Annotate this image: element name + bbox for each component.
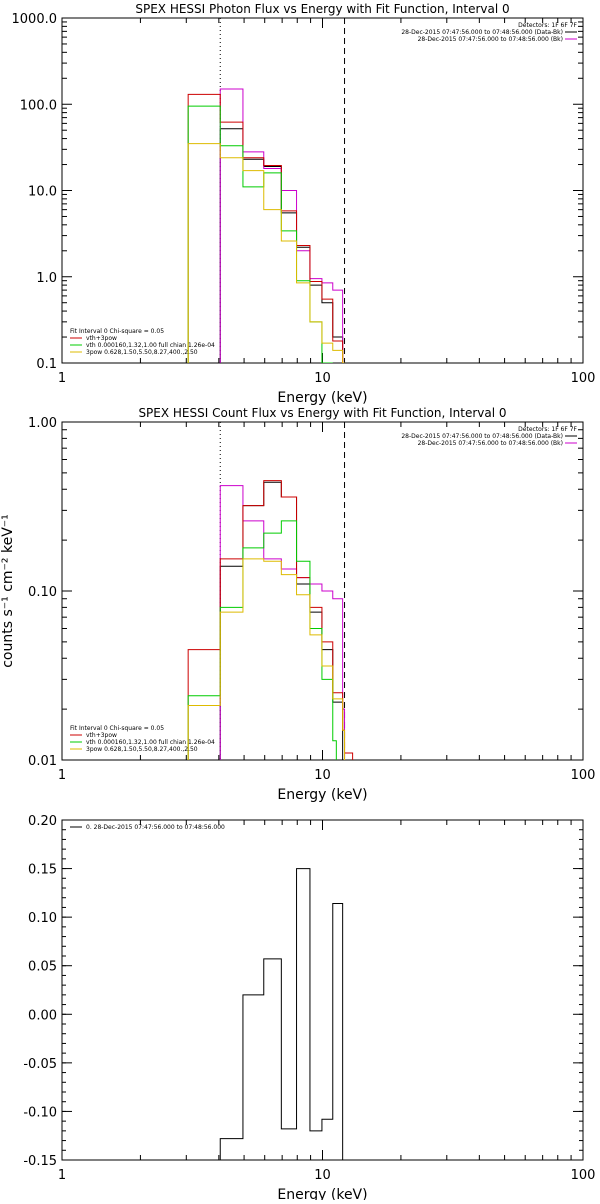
series-3-line <box>187 93 345 363</box>
y-tick-label: 0.20 <box>28 814 57 829</box>
legend-text: vth+3pow <box>86 335 117 342</box>
series-4-line <box>187 520 337 760</box>
y-axis-label: counts s⁻¹ cm⁻² keV⁻¹ <box>0 514 16 668</box>
y-tick-label: 0.10 <box>28 911 57 926</box>
x-tick-label: 10 <box>314 371 331 386</box>
series-4-line <box>187 105 333 363</box>
x-axis-label: Energy (keV) <box>277 787 367 803</box>
y-tick-label: -0.10 <box>23 1105 57 1120</box>
x-tick-label: 100 <box>571 768 596 783</box>
x-tick-label: 1 <box>58 1168 66 1183</box>
legend-text: Fit Interval 0 Chi-square = 0.05 <box>70 328 164 335</box>
x-tick-label: 100 <box>571 371 596 386</box>
legend-text: 28-Dec-2015 07:47:56.000 to 07:48:56.000… <box>401 29 563 36</box>
x-tick-label: 10 <box>314 1168 331 1183</box>
y-tick-label: 0.10 <box>28 585 57 600</box>
y-tick-label: 0.01 <box>28 754 57 769</box>
series-5-line <box>187 558 346 760</box>
y-tick-label: 0.00 <box>28 1008 57 1023</box>
plot-frame <box>61 17 584 364</box>
x-tick-label: 10 <box>314 768 331 783</box>
chart-title: SPEX HESSI Photon Flux vs Energy with Fi… <box>135 2 509 16</box>
legend-text: vth+3pow <box>86 732 117 739</box>
y-tick-label: -0.05 <box>23 1057 57 1072</box>
chart-title: SPEX HESSI Count Flux vs Energy with Fit… <box>138 406 506 420</box>
x-tick-label: 1 <box>58 371 66 386</box>
series-1-line <box>219 868 345 1160</box>
x-axis-label: Energy (keV) <box>277 1187 367 1200</box>
panel-3: 1 10 100 Energy (keV) -0.15 -0.10 -0.05 0.00 0.0… <box>23 814 596 1203</box>
legend-text: Detectors: 1F 6F 7F <box>518 22 577 29</box>
x-tick-label: 100 <box>571 1168 596 1183</box>
y-tick-label: 0.15 <box>28 863 57 878</box>
legend-text: 3pow 0.628,1.50,5.50,8.27,400.,2.50 <box>86 349 198 356</box>
legend-text: vth 0.000160,1.32,1.00 full chian 1.26e-… <box>86 739 215 746</box>
panel-1: SPEX HESSI Photon Flux vs Energy with Fi… <box>12 2 596 406</box>
legend-text: 3pow 0.628,1.50,5.50,8.27,400.,2.50 <box>86 746 198 753</box>
series-3-line <box>187 480 354 760</box>
series-5-line <box>187 143 345 363</box>
legend-text: 28-Dec-2015 07:47:56.000 to 07:48:56.000… <box>418 440 563 447</box>
y-tick-label: 100.0 <box>20 98 57 113</box>
y-tick-label: 1.0 <box>36 271 57 286</box>
y-tick-label: 1.00 <box>28 416 57 431</box>
y-tick-label: 0.1 <box>36 357 57 372</box>
x-axis-label: Energy (keV) <box>277 390 367 406</box>
series-1-line <box>219 128 344 363</box>
legend-text: vth 0.000160,1.32,1.00 full chian 1.26e-… <box>86 342 215 349</box>
panel-2: SPEX HESSI Count Flux vs Energy with Fit… <box>0 406 595 803</box>
legend-text: Fit Interval 0 Chi-square = 0.05 <box>70 725 164 732</box>
y-tick-label: 10.0 <box>28 185 57 200</box>
legend-text: Detectors: 1F 6F 7F <box>518 426 577 433</box>
y-tick-label: 0.05 <box>28 960 57 975</box>
legend-text: 0. 28-Dec-2015 07:47:56.000 to 07:48:56.… <box>86 824 225 831</box>
plot-frame <box>61 819 584 1161</box>
series-2-line <box>219 485 346 760</box>
series-2-line <box>219 88 345 363</box>
legend-text: 28-Dec-2015 07:47:56.000 to 07:48:56.000… <box>401 433 563 440</box>
legend-text: 28-Dec-2015 07:47:56.000 to 07:48:56.000… <box>418 36 563 43</box>
y-tick-label: 1000.0 <box>12 12 58 27</box>
x-tick-label: 1 <box>58 768 66 783</box>
y-tick-label: -0.15 <box>23 1154 57 1169</box>
